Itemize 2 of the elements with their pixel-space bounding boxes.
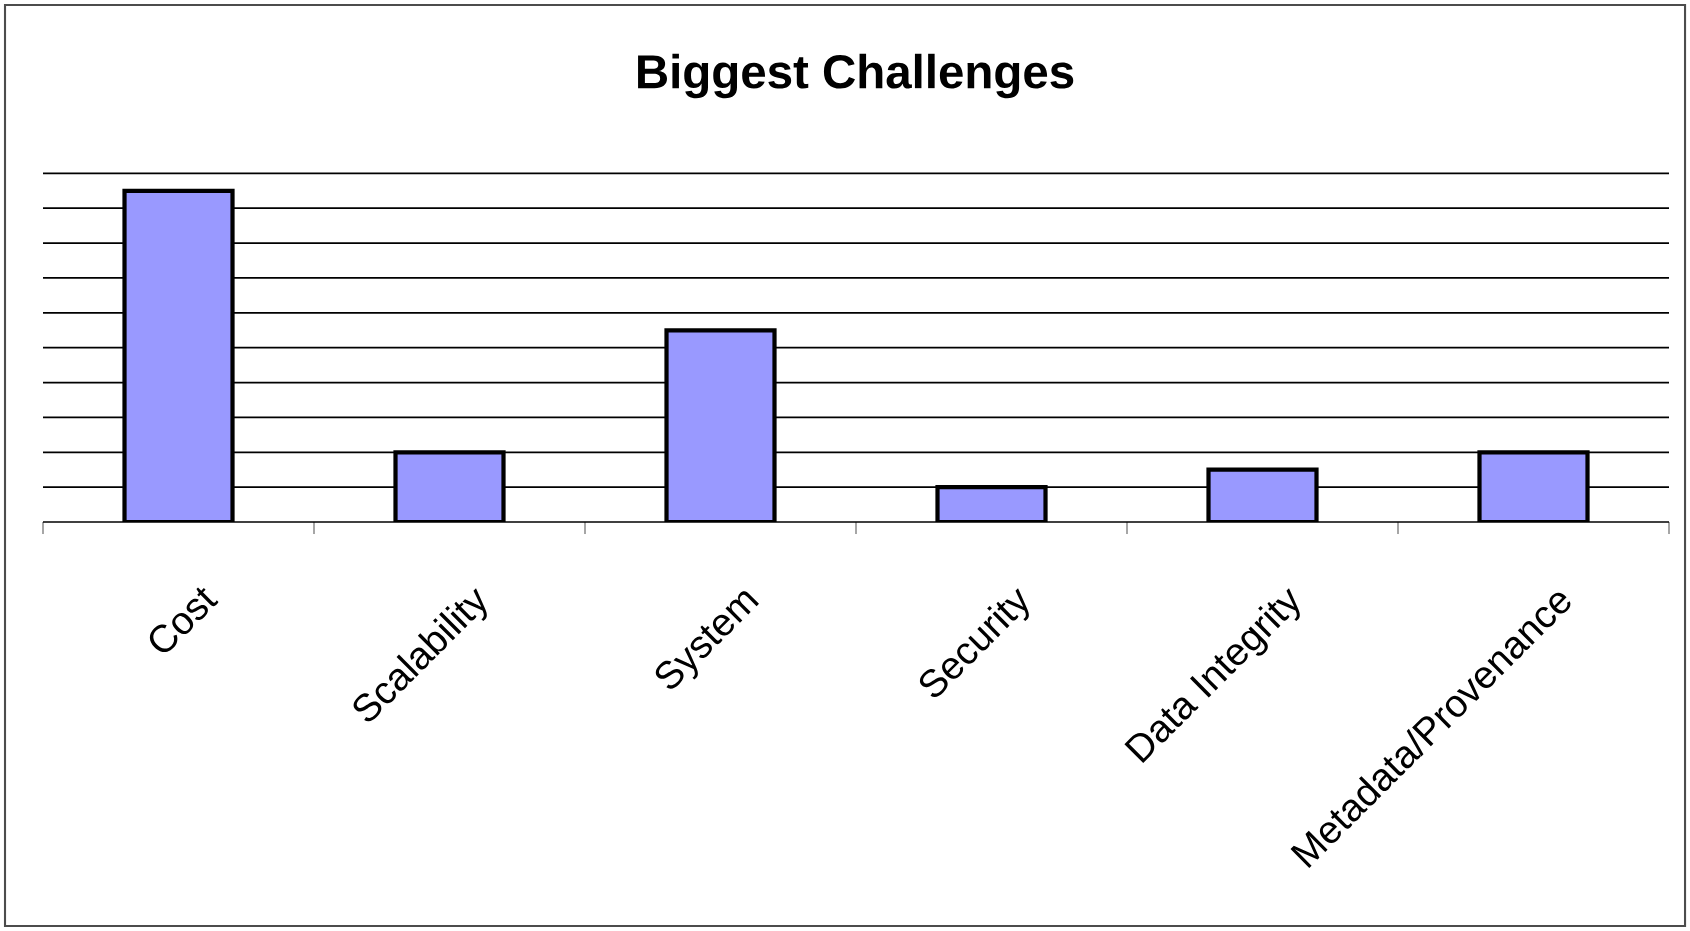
chart-title: Biggest Challenges <box>638 53 1074 99</box>
x-tick-label: Cost <box>149 587 219 653</box>
